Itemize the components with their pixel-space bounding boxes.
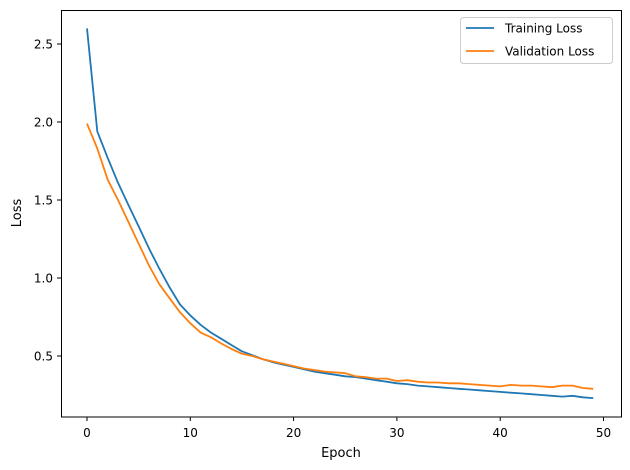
x-axis-label: Epoch [321,446,361,461]
y-tick-label: 0.5 [34,350,53,364]
y-tick-label: 2.0 [34,116,53,130]
plot-area [86,28,594,399]
x-tick-label: 20 [286,426,301,440]
x-tick-label: 0 [83,426,91,440]
x-axis-ticks: 0 10 20 30 40 50 [83,417,611,440]
validation-loss-line [86,123,594,390]
axes-frame [61,10,622,418]
x-tick-label: 30 [389,426,404,440]
legend-validation-label: Validation Loss [505,45,594,59]
x-tick-label: 40 [493,426,508,440]
y-axis-label: Loss [10,199,25,228]
x-tick-label: 10 [183,426,198,440]
y-tick-label: 1.0 [34,272,53,286]
legend-training-label: Training Loss [504,22,582,36]
y-tick-label: 2.5 [34,38,53,52]
training-loss-line [86,28,594,399]
legend: Training Loss Validation Loss [460,17,613,64]
y-axis-ticks: 0.5 1.0 1.5 2.0 2.5 [34,38,62,364]
x-tick-label: 50 [596,426,611,440]
y-tick-label: 1.5 [34,194,53,208]
legend-box [460,17,613,64]
